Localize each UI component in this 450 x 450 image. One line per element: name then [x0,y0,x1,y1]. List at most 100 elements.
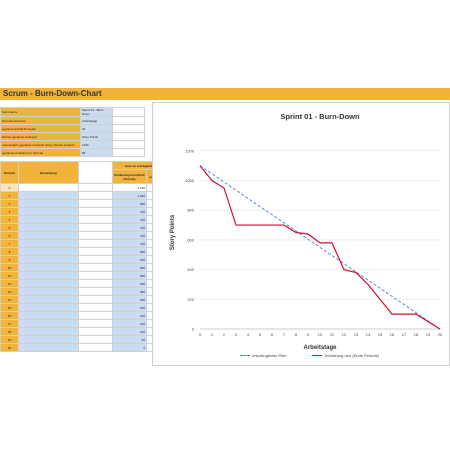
info-value[interactable]: 20 [80,124,113,133]
spacer-cell [78,231,113,240]
spacer-cell [78,335,113,344]
info-empty-cell [112,132,145,141]
remark-cell[interactable] [18,239,79,248]
remark-cell[interactable] [18,327,79,336]
spacer-cell [78,215,113,224]
x-tick-label: 1 [211,332,214,337]
y-tick-label: 1200 [185,148,195,153]
period-cell: 10 [0,263,19,272]
period-cell: 1 [0,191,19,200]
remark-cell[interactable] [18,231,79,240]
remark-cell[interactable] [18,271,79,280]
x-tick-label: 11 [330,332,335,337]
estimate-cell[interactable]: 100 [112,327,147,336]
estimate-cell[interactable]: 700 [112,239,147,248]
x-tick-label: 9 [307,332,310,337]
remark-cell[interactable] [18,295,79,304]
spacer-cell [78,319,113,328]
period-cell: 4 [0,215,19,224]
spacer-cell [78,207,113,216]
y-axis-label: Story Points [170,214,176,250]
x-tick-label: 5 [259,332,262,337]
estimate-cell[interactable]: 200 [112,303,147,312]
remark-cell[interactable] [18,279,79,288]
estimate-cell[interactable]: 1.000 [112,191,147,200]
period-cell: 14 [0,295,19,304]
info-row: geplante Anzahl Perioden 20 [0,124,145,133]
estimate-cell[interactable]: 700 [112,215,147,224]
info-empty-cell [112,124,145,133]
x-tick-label: 14 [366,332,371,337]
info-value[interactable]: 1100 [80,140,113,149]
x-tick-label: 16 [390,332,395,337]
estimate-cell[interactable]: 650 [112,247,147,256]
info-value[interactable]: 55 [80,148,113,157]
spacer-cell [78,287,113,296]
spacer-cell [78,263,113,272]
estimate-cell[interactable]: 50 [112,335,147,344]
x-tick-label: 3 [235,332,238,337]
x-tick-label: 19 [426,332,431,337]
remark-cell[interactable] [18,191,79,200]
remark-cell[interactable] [18,199,79,208]
period-cell: 16 [0,311,19,320]
y-tick-label: 0 [192,327,195,332]
estimate-cell[interactable]: 640 [112,255,147,264]
estimate-cell[interactable]: 100 [112,311,147,320]
info-value[interactable]: Arbeitstage [80,116,113,125]
x-tick-label: 2 [223,332,226,337]
period-cell: 11 [0,271,19,280]
estimate-cell[interactable]: 580 [112,271,147,280]
spacer-cell [78,223,113,232]
x-tick-label: 0 [199,332,202,337]
spacer-cell [78,239,113,248]
legend-estimate-label: Schätzung neu (Ende Periode) [324,353,380,359]
legend-plan-label: ursprünglicher Plan [252,353,287,359]
y-tick-label: 800 [187,208,194,213]
remark-cell[interactable] [18,335,79,344]
estimate-cell[interactable]: 700 [112,207,147,216]
x-tick-label: 17 [402,332,407,337]
series-line-plan [199,165,441,330]
estimate-cell[interactable]: 400 [112,279,147,288]
period-cell: 12 [0,279,19,288]
remark-cell[interactable] [18,303,79,312]
period-cell: 6 [0,231,19,240]
remark-cell[interactable] [18,343,79,352]
sprint-info-table: Sprintname Sprint 01 - Burn-Down Periodene… [0,107,145,157]
remark-cell[interactable] [18,215,79,224]
header-spacer [78,161,113,184]
remark-cell[interactable] [18,311,79,320]
remark-cell[interactable] [18,223,79,232]
estimate-cell[interactable]: 300 [112,295,147,304]
estimate-cell[interactable]: 100 [112,319,147,328]
period-cell: 20 [0,343,19,352]
period-cell: 9 [0,255,19,264]
period-cell: 3 [0,207,19,216]
remark-cell[interactable] [18,183,79,192]
estimate-cell[interactable]: 580 [112,263,147,272]
remark-cell[interactable] [18,247,79,256]
spacer-cell [78,247,113,256]
remark-cell[interactable] [18,263,79,272]
info-value[interactable]: Sprint 01 - Burn-Down [80,107,113,117]
remark-cell[interactable] [18,287,79,296]
burndown-chart: Sprint 01 - Burn-Down0200400600800100012… [170,112,443,351]
estimate-cell[interactable]: 0 [112,343,147,352]
estimate-cell[interactable]: 950 [112,199,147,208]
remark-cell[interactable] [18,207,79,216]
x-tick-label: 18 [414,332,419,337]
info-label: Sprintname [0,107,81,117]
spacer-cell [78,255,113,264]
period-cell: 18 [0,327,19,336]
chart-title: Sprint 01 - Burn-Down [280,112,360,121]
spacer-cell [78,311,113,320]
estimate-cell[interactable]: 380 [112,287,147,296]
info-value[interactable]: Story Points [80,132,113,141]
estimate-cell[interactable]: 700 [112,231,147,240]
estimate-cell[interactable]: 700 [112,223,147,232]
estimate-cell[interactable]: 1.100 [112,183,147,192]
remark-cell[interactable] [18,255,79,264]
spacer-cell [78,199,113,208]
remark-cell[interactable] [18,319,79,328]
